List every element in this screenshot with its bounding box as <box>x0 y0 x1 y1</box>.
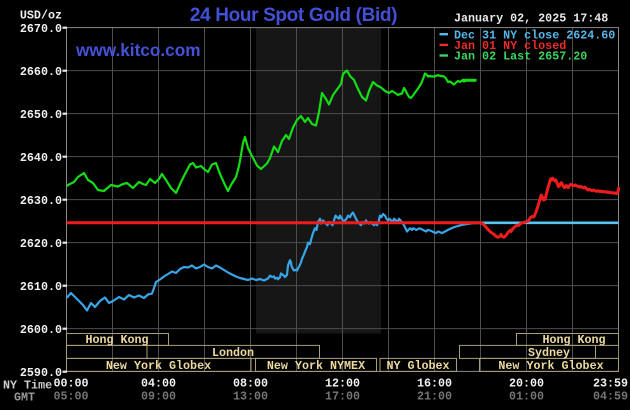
svg-text:NY Time: NY Time <box>3 379 52 393</box>
svg-text:21:00: 21:00 <box>417 390 452 404</box>
svg-text:17:00: 17:00 <box>325 390 360 404</box>
svg-text:Dec 31 NY close 2624.60: Dec 31 NY close 2624.60 <box>454 28 615 42</box>
svg-text:2640.0: 2640.0 <box>20 151 62 165</box>
svg-text:Hong Kong: Hong Kong <box>85 333 148 347</box>
svg-text:January 02, 2025 17:48: January 02, 2025 17:48 <box>454 12 608 26</box>
svg-text:2590.0: 2590.0 <box>20 366 62 380</box>
svg-text:2610.0: 2610.0 <box>20 280 62 294</box>
svg-text:08:00: 08:00 <box>233 377 268 391</box>
svg-text:16:00: 16:00 <box>417 377 452 391</box>
svg-text:Hong Kong: Hong Kong <box>542 333 605 347</box>
svg-text:2630.0: 2630.0 <box>20 194 62 208</box>
svg-text:Sydney: Sydney <box>528 346 570 360</box>
svg-text:12:00: 12:00 <box>325 377 360 391</box>
svg-text:09:00: 09:00 <box>141 390 176 404</box>
svg-text:GMT: GMT <box>14 391 35 405</box>
svg-text:05:00: 05:00 <box>53 390 88 404</box>
svg-text:2650.0: 2650.0 <box>20 108 62 122</box>
svg-text:01:00: 01:00 <box>509 390 544 404</box>
svg-text:04:00: 04:00 <box>141 377 176 391</box>
svg-text:www.kitco.com: www.kitco.com <box>75 40 200 60</box>
svg-text:New York Globex: New York Globex <box>498 359 603 373</box>
svg-text:2660.0: 2660.0 <box>20 65 62 79</box>
svg-text:24 Hour Spot Gold (Bid): 24 Hour Spot Gold (Bid) <box>190 5 397 26</box>
svg-text:USD/oz: USD/oz <box>20 9 62 23</box>
svg-text:2600.0: 2600.0 <box>20 323 62 337</box>
svg-text:23:59: 23:59 <box>593 377 628 391</box>
svg-text:New York Globex: New York Globex <box>106 359 211 373</box>
svg-text:London: London <box>212 346 254 360</box>
svg-text:13:00: 13:00 <box>233 390 268 404</box>
svg-text:NY Globex: NY Globex <box>386 359 449 373</box>
svg-text:04:59: 04:59 <box>593 390 628 404</box>
svg-text:Jan 01 NY closed: Jan 01 NY closed <box>454 39 566 53</box>
svg-text:2670.0: 2670.0 <box>20 22 62 36</box>
svg-text:Jan 02 Last 2657.20: Jan 02 Last 2657.20 <box>454 50 587 64</box>
svg-text:New York NYMEX: New York NYMEX <box>267 359 366 373</box>
svg-text:00:00: 00:00 <box>53 377 88 391</box>
svg-text:2620.0: 2620.0 <box>20 237 62 251</box>
svg-text:20:00: 20:00 <box>509 377 544 391</box>
